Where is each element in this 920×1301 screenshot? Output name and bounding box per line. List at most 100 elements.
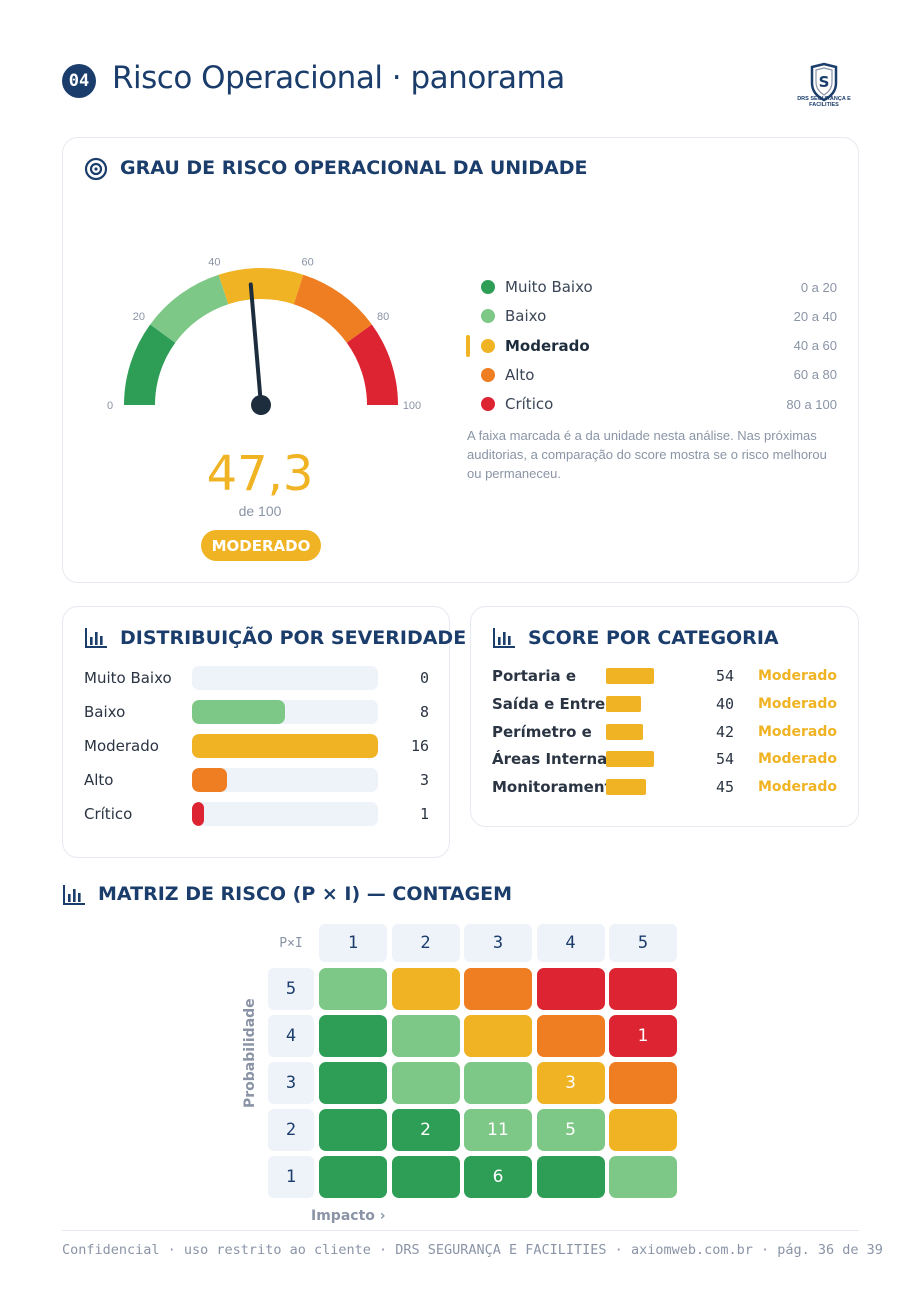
matrix-cell: 6	[464, 1156, 532, 1198]
gauge-needle-hub	[251, 395, 271, 415]
legend-dot-icon	[481, 367, 495, 382]
svg-text:S: S	[819, 73, 830, 91]
severity-bar-track	[192, 768, 378, 792]
category-score: 45	[715, 778, 734, 797]
impact-column-header: 5	[609, 924, 677, 962]
risk-matrix-title: MATRIZ DE RISCO (P × I) — CONTAGEM	[98, 883, 513, 905]
risk-gauge: 0 20 40 60 80 100	[107, 256, 421, 415]
gauge-tick-label: 20	[133, 311, 145, 323]
gauge-tick-label: 40	[208, 256, 220, 268]
matrix-cell	[536, 1015, 605, 1057]
gauge-segment-0	[124, 324, 176, 405]
legend-item: Moderado 40 a 60	[470, 335, 837, 357]
severity-bar-track	[192, 734, 378, 758]
matrix-cell	[319, 1015, 387, 1057]
category-bar-track	[606, 779, 714, 796]
impact-column-header: 4	[536, 924, 605, 962]
severity-count: 3	[419, 771, 429, 789]
gauge-segment-4	[346, 324, 398, 405]
bar-chart-icon	[63, 885, 85, 905]
severity-bar	[192, 768, 227, 792]
bar-chart-icon	[493, 628, 515, 648]
category-bar	[606, 751, 654, 768]
severity-label: Moderado	[84, 737, 159, 755]
legend-item: Baixo 20 a 40	[470, 305, 837, 327]
legend-label: Moderado	[505, 336, 590, 355]
risk-gauge-card	[62, 137, 859, 583]
category-score: 40	[715, 694, 734, 713]
matrix-cell: 2	[391, 1109, 460, 1151]
legend-item: Crítico 80 a 100	[470, 393, 837, 415]
matrix-cell	[609, 1156, 677, 1198]
gauge-tick-label: 100	[403, 400, 421, 412]
category-row: Saída e Entrega 40 Moderado	[492, 694, 837, 714]
category-level: Moderado	[757, 779, 837, 796]
legend-label: Alto	[505, 365, 535, 384]
impact-column-header: 1	[319, 924, 387, 962]
category-label: Monitoramento	[492, 778, 606, 797]
matrix-cell	[609, 1062, 677, 1104]
category-bar	[606, 779, 646, 796]
matrix-cell	[319, 968, 387, 1010]
category-bar-track	[606, 723, 714, 740]
category-label: Saída e Entrega	[492, 694, 606, 713]
severity-count: 0	[419, 669, 429, 687]
legend-label: Baixo	[505, 307, 547, 326]
legend-range: 0 a 20	[800, 279, 837, 295]
matrix-cell	[609, 968, 677, 1010]
bar-chart-icon	[85, 628, 107, 648]
severity-bar	[192, 802, 204, 826]
probability-row-header: 4	[268, 1015, 314, 1057]
category-level: Moderado	[757, 723, 837, 740]
gauge-needle	[248, 282, 263, 407]
category-bar	[606, 723, 643, 740]
severity-count: 8	[419, 703, 429, 721]
matrix-cell	[391, 968, 460, 1010]
gauge-segment-1	[150, 274, 229, 343]
legend-item: Alto 60 a 80	[470, 364, 837, 386]
category-bar	[606, 695, 642, 712]
severity-row: Muito Baixo 0	[84, 666, 429, 690]
page-footer: Confidencial · uso restrito ao cliente ·…	[62, 1242, 883, 1258]
category-row: Portaria e 54 Moderado	[492, 666, 837, 686]
page-title: Risco Operacional · panorama	[112, 60, 565, 96]
legend-label: Muito Baixo	[505, 278, 593, 296]
category-bar	[606, 668, 654, 684]
company-logo: S	[810, 62, 838, 102]
category-level: Moderado	[757, 751, 837, 768]
target-icon	[84, 157, 108, 181]
matrix-cell	[319, 1109, 387, 1151]
matrix-cell	[464, 1015, 532, 1057]
probability-row-header: 1	[268, 1156, 314, 1198]
matrix-cell	[391, 1062, 460, 1104]
category-label: Portaria e	[492, 667, 577, 685]
matrix-cell: 1	[609, 1015, 677, 1057]
legend-range: 60 a 80	[793, 367, 837, 383]
severity-bar-track	[192, 666, 378, 690]
category-row: Perímetro e 42 Moderado	[492, 722, 837, 742]
severity-bar-track	[192, 700, 378, 724]
severity-row: Baixo 8	[84, 700, 429, 724]
probability-row-header: 5	[268, 968, 314, 1010]
matrix-x-axis-label: Impacto ›	[311, 1208, 386, 1224]
severity-count: 1	[419, 805, 429, 823]
gauge-tick-label: 80	[377, 311, 389, 323]
impact-column-header: 2	[391, 924, 460, 962]
legend-dot-icon	[481, 309, 495, 324]
footer-divider	[62, 1230, 859, 1231]
probability-row-header: 3	[268, 1062, 314, 1104]
matrix-cell: 5	[536, 1109, 605, 1151]
section-number: 04	[62, 64, 96, 98]
distribution-card-title: DISTRIBUIÇÃO POR SEVERIDADE	[120, 627, 467, 649]
severity-label: Muito Baixo	[84, 669, 172, 687]
legend-dot-icon	[481, 338, 495, 353]
category-row: Áreas Internas, 54 Moderado	[492, 749, 837, 769]
risk-level-badge: MODERADO	[201, 530, 321, 561]
risk-score-value: 47,3	[206, 446, 314, 502]
legend-label: Crítico	[505, 395, 554, 414]
matrix-cell	[536, 1156, 605, 1198]
matrix-cell	[391, 1156, 460, 1198]
matrix-corner-label: P×I	[279, 935, 303, 951]
severity-bar-track	[192, 802, 378, 826]
category-score-card	[470, 606, 859, 827]
